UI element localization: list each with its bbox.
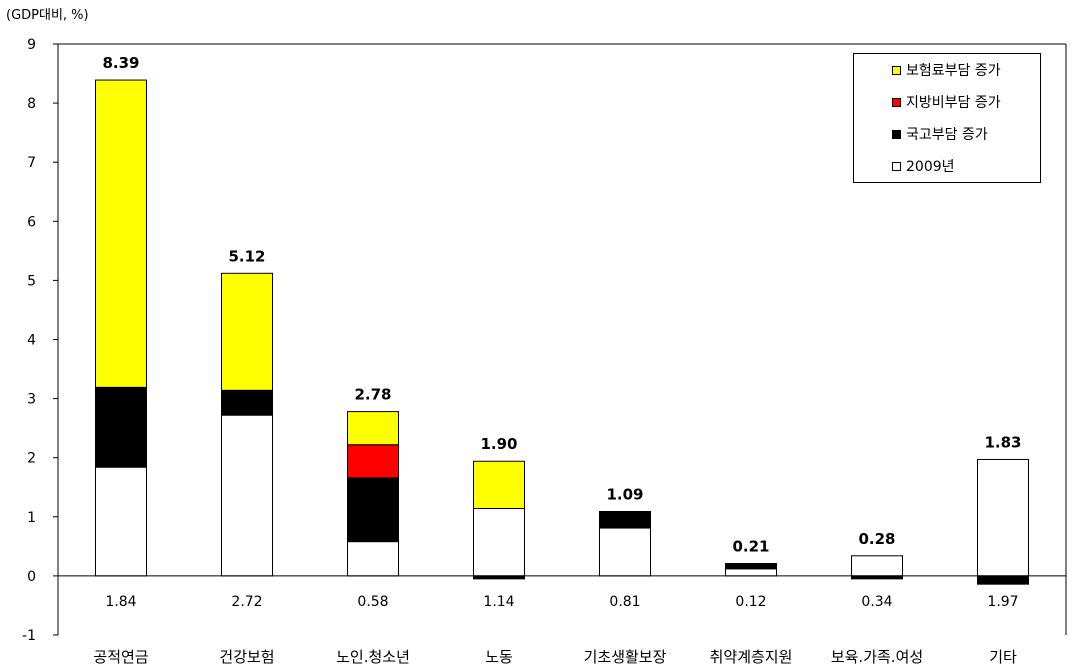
y-tick-label: 4 xyxy=(27,333,36,349)
base-value-label: 0.34 xyxy=(861,594,892,610)
base-value-label: 1.97 xyxy=(987,594,1018,610)
total-value-label: 0.21 xyxy=(732,537,769,555)
category-label: 건강보험 xyxy=(219,648,274,666)
bar-segment xyxy=(599,510,651,513)
category-label: 기타 xyxy=(989,648,1017,666)
category-label: 노동 xyxy=(485,648,513,666)
y-tick-label: 2 xyxy=(27,451,36,467)
bar-segment xyxy=(977,575,1029,585)
bar-segment xyxy=(347,444,399,479)
legend-swatch-insurance xyxy=(892,66,901,75)
bar-segment xyxy=(347,477,399,543)
total-value-label: 0.28 xyxy=(858,530,895,548)
base-value-label: 2.72 xyxy=(231,594,262,610)
total-value-label: 5.12 xyxy=(228,247,265,265)
y-unit-label: (GDP대비, %) xyxy=(6,8,89,23)
bar-segment xyxy=(851,555,903,577)
y-tick-label: 7 xyxy=(27,155,36,171)
bar-segment xyxy=(221,389,273,416)
y-tick-label: 6 xyxy=(27,214,36,230)
y-tick-label: 5 xyxy=(27,273,36,289)
bar-segment xyxy=(977,458,1029,577)
bar-segment xyxy=(725,568,777,577)
bar-segment xyxy=(473,460,525,510)
base-value-label: 1.14 xyxy=(483,594,514,610)
category-label: 보육.가족.여성 xyxy=(831,648,923,666)
legend-swatch-local xyxy=(892,98,901,107)
y-tick-label: -1 xyxy=(22,628,36,644)
bar-segment xyxy=(221,272,273,391)
bar-segment xyxy=(347,541,399,577)
bar-segment xyxy=(95,386,147,468)
bar-segment xyxy=(725,562,777,570)
bar-segment xyxy=(473,508,525,577)
total-value-label: 8.39 xyxy=(102,54,139,72)
total-value-label: 1.90 xyxy=(480,435,517,453)
category-label: 취약계층지원 xyxy=(710,648,793,666)
legend-label-local: 지방비부담 증가 xyxy=(906,95,1001,111)
y-tick-label: 0 xyxy=(27,569,36,585)
total-value-label: 2.78 xyxy=(354,386,391,404)
category-label: 공적연금 xyxy=(93,648,148,666)
bar-segment xyxy=(599,511,651,529)
category-label: 노인.청소년 xyxy=(336,648,410,666)
base-value-label: 0.12 xyxy=(735,594,766,610)
total-value-label: 1.09 xyxy=(606,485,643,503)
y-tick-label: 8 xyxy=(27,96,36,112)
bar-segment xyxy=(221,414,273,577)
bar-segment xyxy=(347,411,399,446)
legend-swatch-2009 xyxy=(892,162,901,171)
legend-label-national: 국고부담 증가 xyxy=(906,127,988,143)
base-value-label: 0.81 xyxy=(609,594,640,610)
chart-legend: 보험료부담 증가 지방비부담 증가 국고부담 증가 2009년 xyxy=(853,53,1041,183)
base-value-label: 0.58 xyxy=(357,594,388,610)
y-tick-label: 3 xyxy=(27,392,36,408)
bar-segment xyxy=(95,466,147,577)
y-tick-label: 1 xyxy=(27,510,36,526)
y-tick-label: 9 xyxy=(27,37,36,53)
legend-label-2009: 2009년 xyxy=(906,159,955,175)
total-value-label: 1.83 xyxy=(984,433,1021,451)
bar-segment xyxy=(95,79,147,388)
base-value-label: 1.84 xyxy=(105,594,136,610)
legend-label-insurance: 보험료부담 증가 xyxy=(906,63,1001,79)
category-label: 기초생활보장 xyxy=(584,648,667,666)
bar-segment xyxy=(599,527,651,577)
legend-swatch-national xyxy=(892,130,901,139)
